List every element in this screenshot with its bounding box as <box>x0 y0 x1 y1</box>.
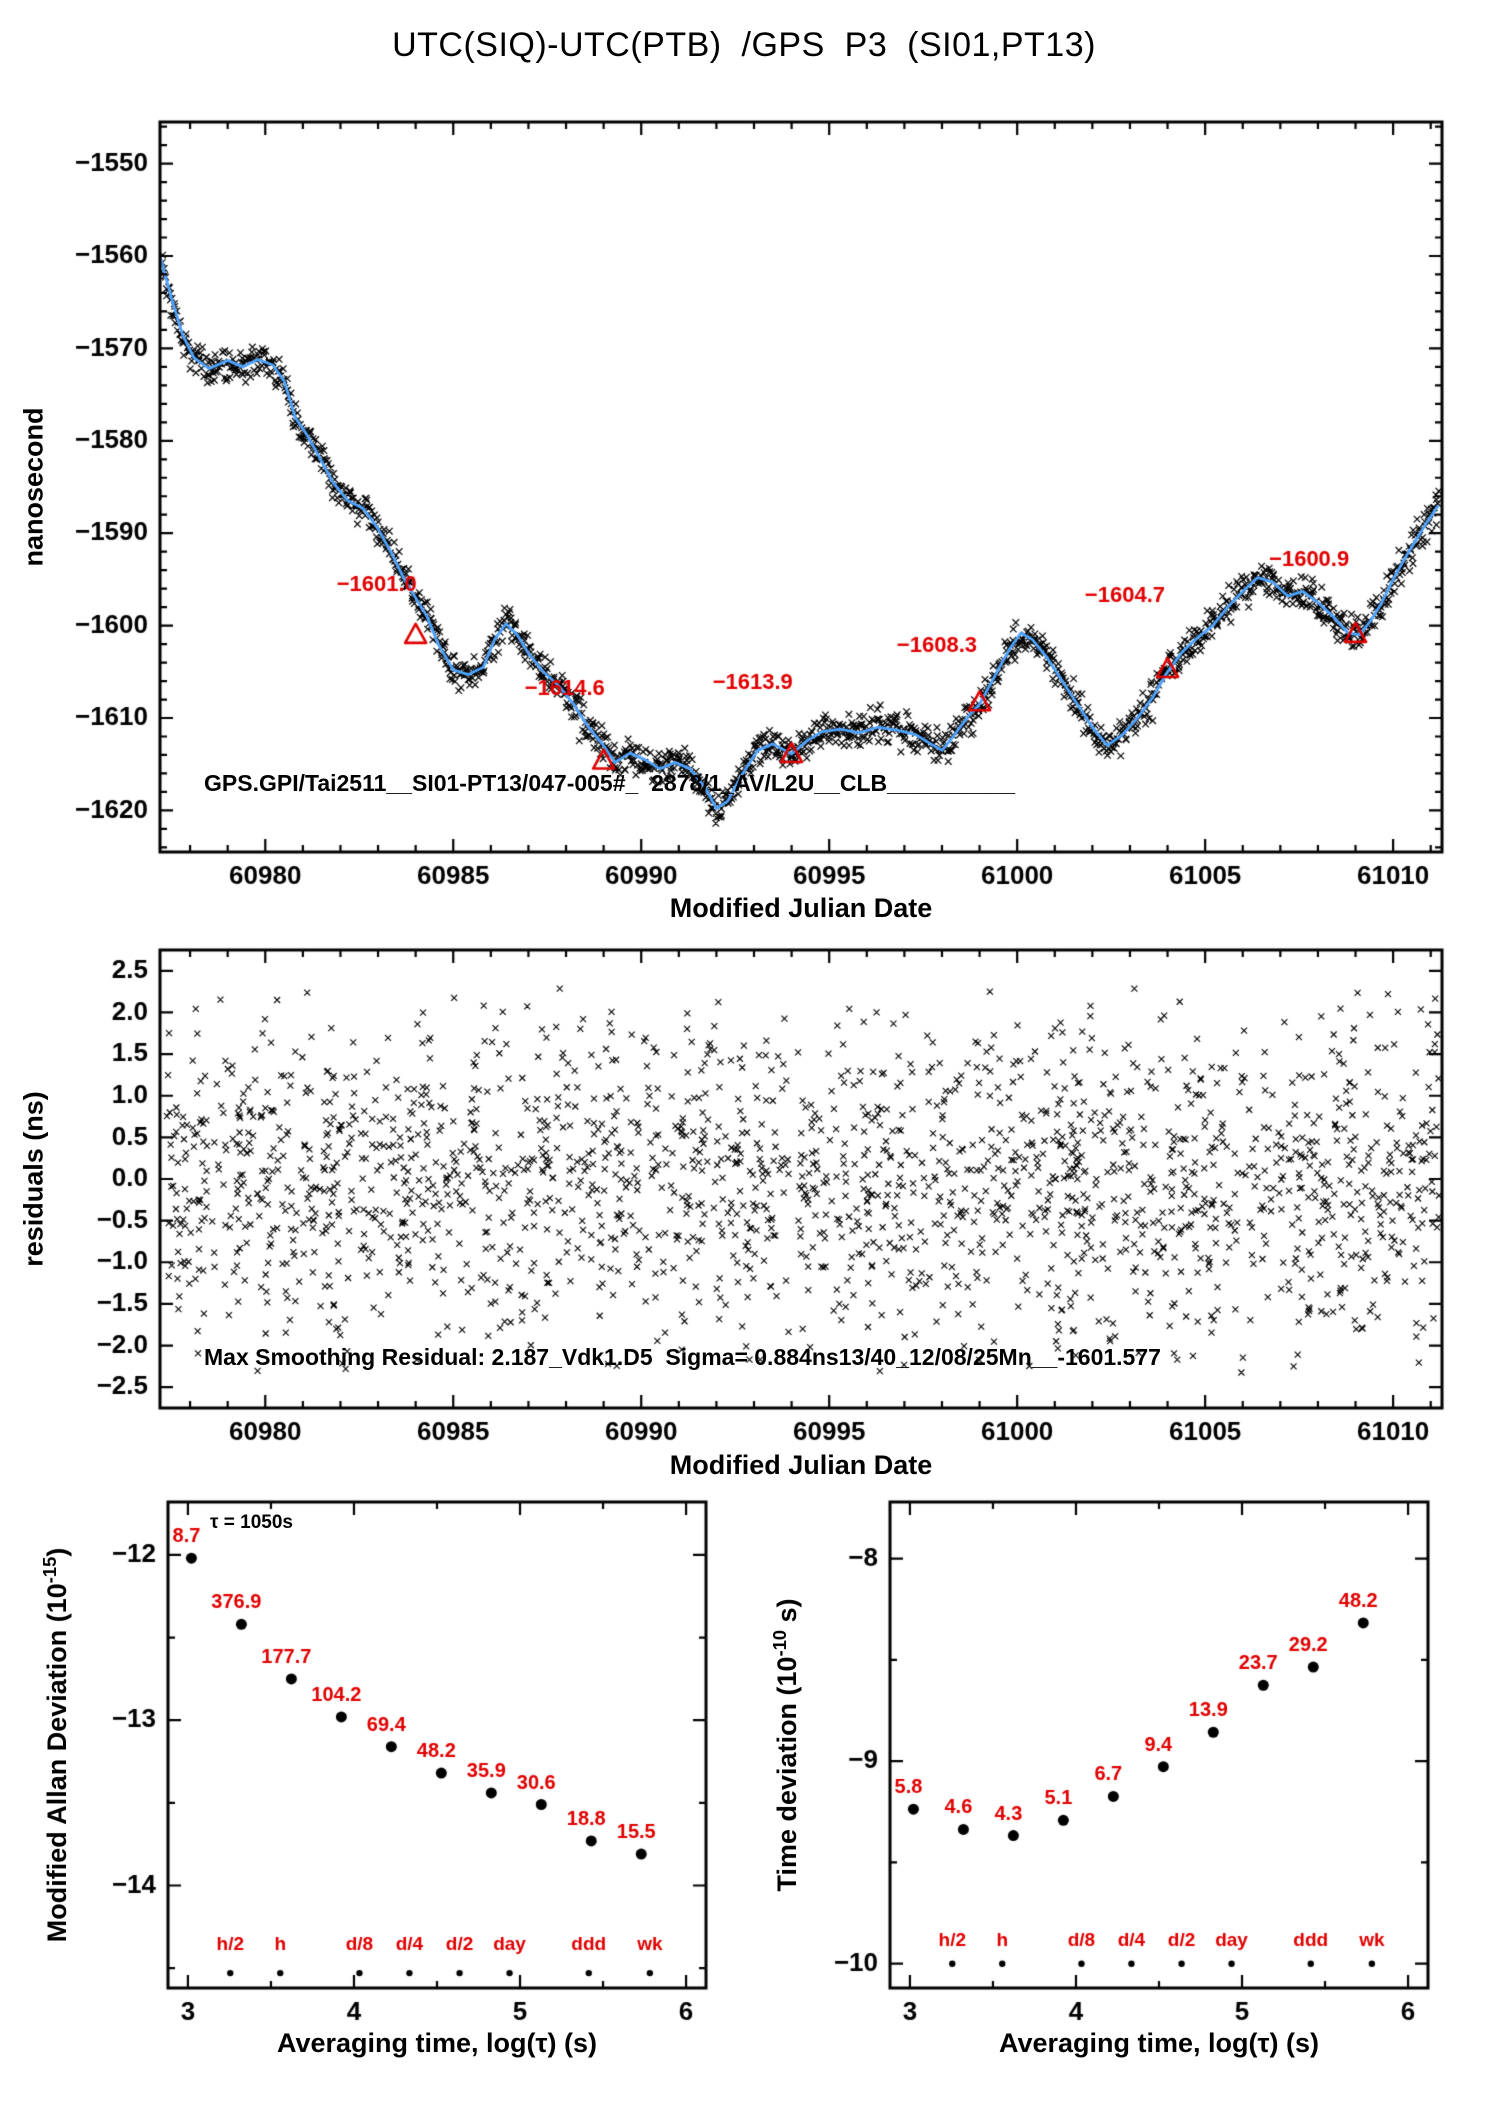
tdev-y-label-suffix: s) <box>772 1598 802 1630</box>
mdev-panel-x-axis-label: Averaging time, log(τ) (s) <box>276 2028 598 2058</box>
mdev-panel-y-axis-label: Modified Allan Deviation (10-15) <box>39 1548 73 1943</box>
tau-annotation: τ = 1050s <box>210 1512 293 1533</box>
mdev-y-label-suffix: ) <box>42 1547 72 1557</box>
tdev-y-label-exponent: -10 <box>769 1629 790 1657</box>
mdev-y-label-prefix: Modified Allan Deviation (10 <box>42 1583 72 1943</box>
mdev-y-label-exponent: -15 <box>39 1556 60 1584</box>
top-panel-y-axis-label: nanosecond <box>18 407 49 567</box>
tdev-panel-x-axis-label: Averaging time, log(τ) (s) <box>998 2028 1320 2058</box>
residuals-panel-y-axis-label: residuals (ns) <box>18 1091 49 1267</box>
tdev-panel-y-axis-label: Time deviation (10-10 s) <box>769 1598 803 1891</box>
top-panel-annotation: GPS.GPI/Tai2511__SI01-PT13/047-005#_ 287… <box>204 770 1016 796</box>
tdev-y-label-prefix: Time deviation (10 <box>772 1656 802 1892</box>
top-panel-x-axis-label: Modified Julian Date <box>669 893 933 923</box>
chart-title: UTC(SIQ)-UTC(PTB) /GPS P3 (SI01,PT13) <box>392 26 1096 64</box>
residuals-panel-x-axis-label: Modified Julian Date <box>669 1450 933 1480</box>
residuals-panel-annotation: Max Smoothing Residual: 2.187_Vdk1.D5 Si… <box>204 1344 1161 1370</box>
